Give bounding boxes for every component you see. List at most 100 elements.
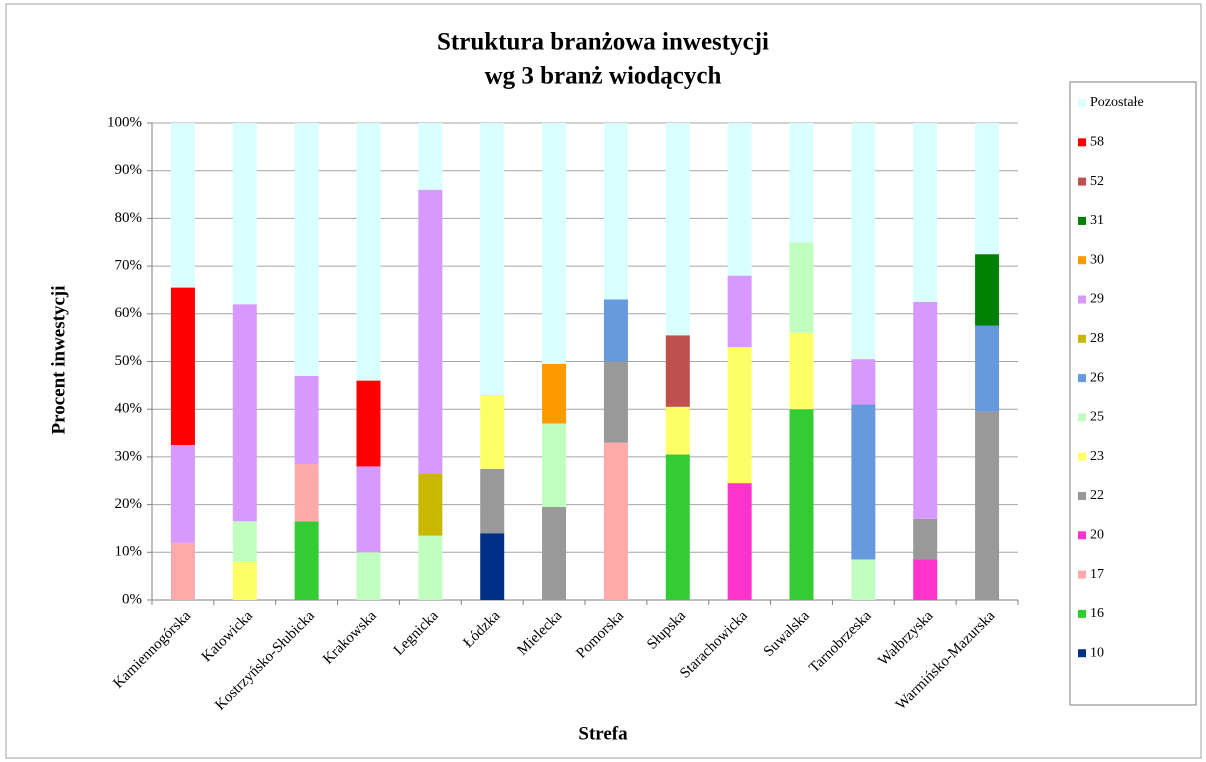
bar-segment: [480, 123, 505, 395]
legend-text: 22: [1090, 488, 1104, 503]
y-tick-label: 20%: [115, 496, 143, 512]
legend-swatch: [1078, 570, 1086, 579]
bar-segment: [851, 123, 876, 360]
bar-segment: [542, 363, 567, 424]
bar-segment: [418, 473, 443, 536]
legend-swatch: [1078, 177, 1086, 186]
bar-segment: [975, 411, 1000, 600]
bar-segment: [789, 123, 814, 243]
legend-text: 23: [1090, 449, 1104, 464]
legend-swatch: [1078, 649, 1086, 658]
bar-segment: [851, 359, 876, 405]
legend-text: 28: [1090, 331, 1104, 346]
bar-segment: [542, 123, 567, 364]
bar-segment: [913, 301, 938, 519]
legend-swatch: [1078, 334, 1086, 343]
bar-segment: [356, 552, 381, 600]
bar-segment: [603, 442, 628, 600]
bar-segment: [913, 559, 938, 600]
legend-swatch: [1078, 138, 1086, 147]
bar-segment: [480, 533, 505, 600]
bar-segment: [727, 347, 752, 484]
legend-text: 17: [1090, 567, 1104, 582]
bar-segment: [665, 123, 690, 336]
y-tick-label: 40%: [115, 401, 143, 417]
y-tick-label: 0%: [122, 591, 142, 607]
bar-segment: [789, 409, 814, 600]
y-tick-label: 30%: [115, 448, 143, 464]
bar-segment: [418, 123, 443, 190]
bar-segment: [851, 404, 876, 560]
bar-segment: [170, 542, 195, 600]
bar-segment: [913, 518, 938, 560]
bar-segment: [232, 561, 257, 600]
bar-segment: [665, 335, 690, 407]
bar-segment: [480, 394, 505, 469]
y-tick-label: 50%: [115, 353, 143, 369]
bar-segment: [232, 521, 257, 562]
bar-segment: [170, 287, 195, 445]
y-tick-label: 100%: [107, 114, 142, 130]
bar-segment: [665, 406, 690, 455]
y-tick-label: 90%: [115, 162, 143, 178]
bar-segment: [542, 506, 567, 600]
legend-swatch: [1078, 452, 1086, 461]
y-tick-label: 70%: [115, 258, 143, 274]
bar-segment: [975, 325, 1000, 412]
bar-segment: [913, 123, 938, 302]
bar-segment: [975, 123, 1000, 255]
x-axis-title: Strefa: [578, 723, 628, 744]
bar-segment: [789, 332, 814, 410]
legend-swatch: [1078, 216, 1086, 225]
legend-swatch: [1078, 256, 1086, 265]
y-tick-label: 10%: [115, 544, 143, 560]
legend-text: 25: [1090, 410, 1104, 425]
chart-title: wg 3 branż wiodących: [485, 63, 722, 90]
bar-segment: [170, 444, 195, 543]
bar-segment: [480, 468, 505, 534]
y-tick-label: 80%: [115, 210, 143, 226]
bar-segment: [418, 189, 443, 474]
legend-swatch: [1078, 99, 1086, 107]
legend-swatch: [1078, 492, 1086, 500]
bar-segment: [789, 242, 814, 333]
bar-segment: [418, 535, 443, 600]
legend-text: 16: [1090, 606, 1104, 621]
legend-text: 26: [1090, 370, 1104, 385]
bar-segment: [727, 483, 752, 600]
bar-segment: [170, 123, 195, 288]
y-axis-title: Procent inwestycji: [48, 286, 69, 435]
legend-swatch: [1078, 413, 1086, 422]
bar-segment: [294, 464, 319, 522]
legend-box: [1069, 81, 1197, 706]
bar-segment: [603, 361, 628, 443]
bar-segment: [232, 304, 257, 522]
bar-segment: [294, 521, 319, 600]
legend-text: 30: [1090, 252, 1104, 267]
bar-segment: [294, 375, 319, 465]
bar-segment: [665, 454, 690, 600]
legend-text: 10: [1090, 645, 1104, 660]
y-tick-label: 60%: [115, 305, 143, 321]
legend-swatch: [1078, 374, 1086, 383]
legend-text: Pozostałe: [1090, 95, 1144, 110]
legend-swatch: [1078, 531, 1086, 540]
bar-segment: [727, 275, 752, 348]
bar-segment: [232, 123, 257, 305]
bar-segment: [294, 123, 319, 376]
bar-segment: [975, 254, 1000, 326]
bar-segment: [542, 423, 567, 507]
legend-swatch: [1078, 295, 1086, 304]
bar-segment: [727, 123, 752, 276]
legend-text: 31: [1090, 213, 1104, 228]
legend-text: 52: [1090, 174, 1104, 189]
legend-text: 20: [1090, 528, 1104, 543]
bar-segment: [356, 466, 381, 553]
bar-segment: [603, 123, 628, 300]
legend-text: 58: [1090, 135, 1104, 150]
legend-swatch: [1078, 609, 1086, 618]
bar-segment: [603, 299, 628, 362]
chart-title: Struktura branżowa inwestycji: [437, 29, 769, 56]
bar-segment: [851, 559, 876, 600]
